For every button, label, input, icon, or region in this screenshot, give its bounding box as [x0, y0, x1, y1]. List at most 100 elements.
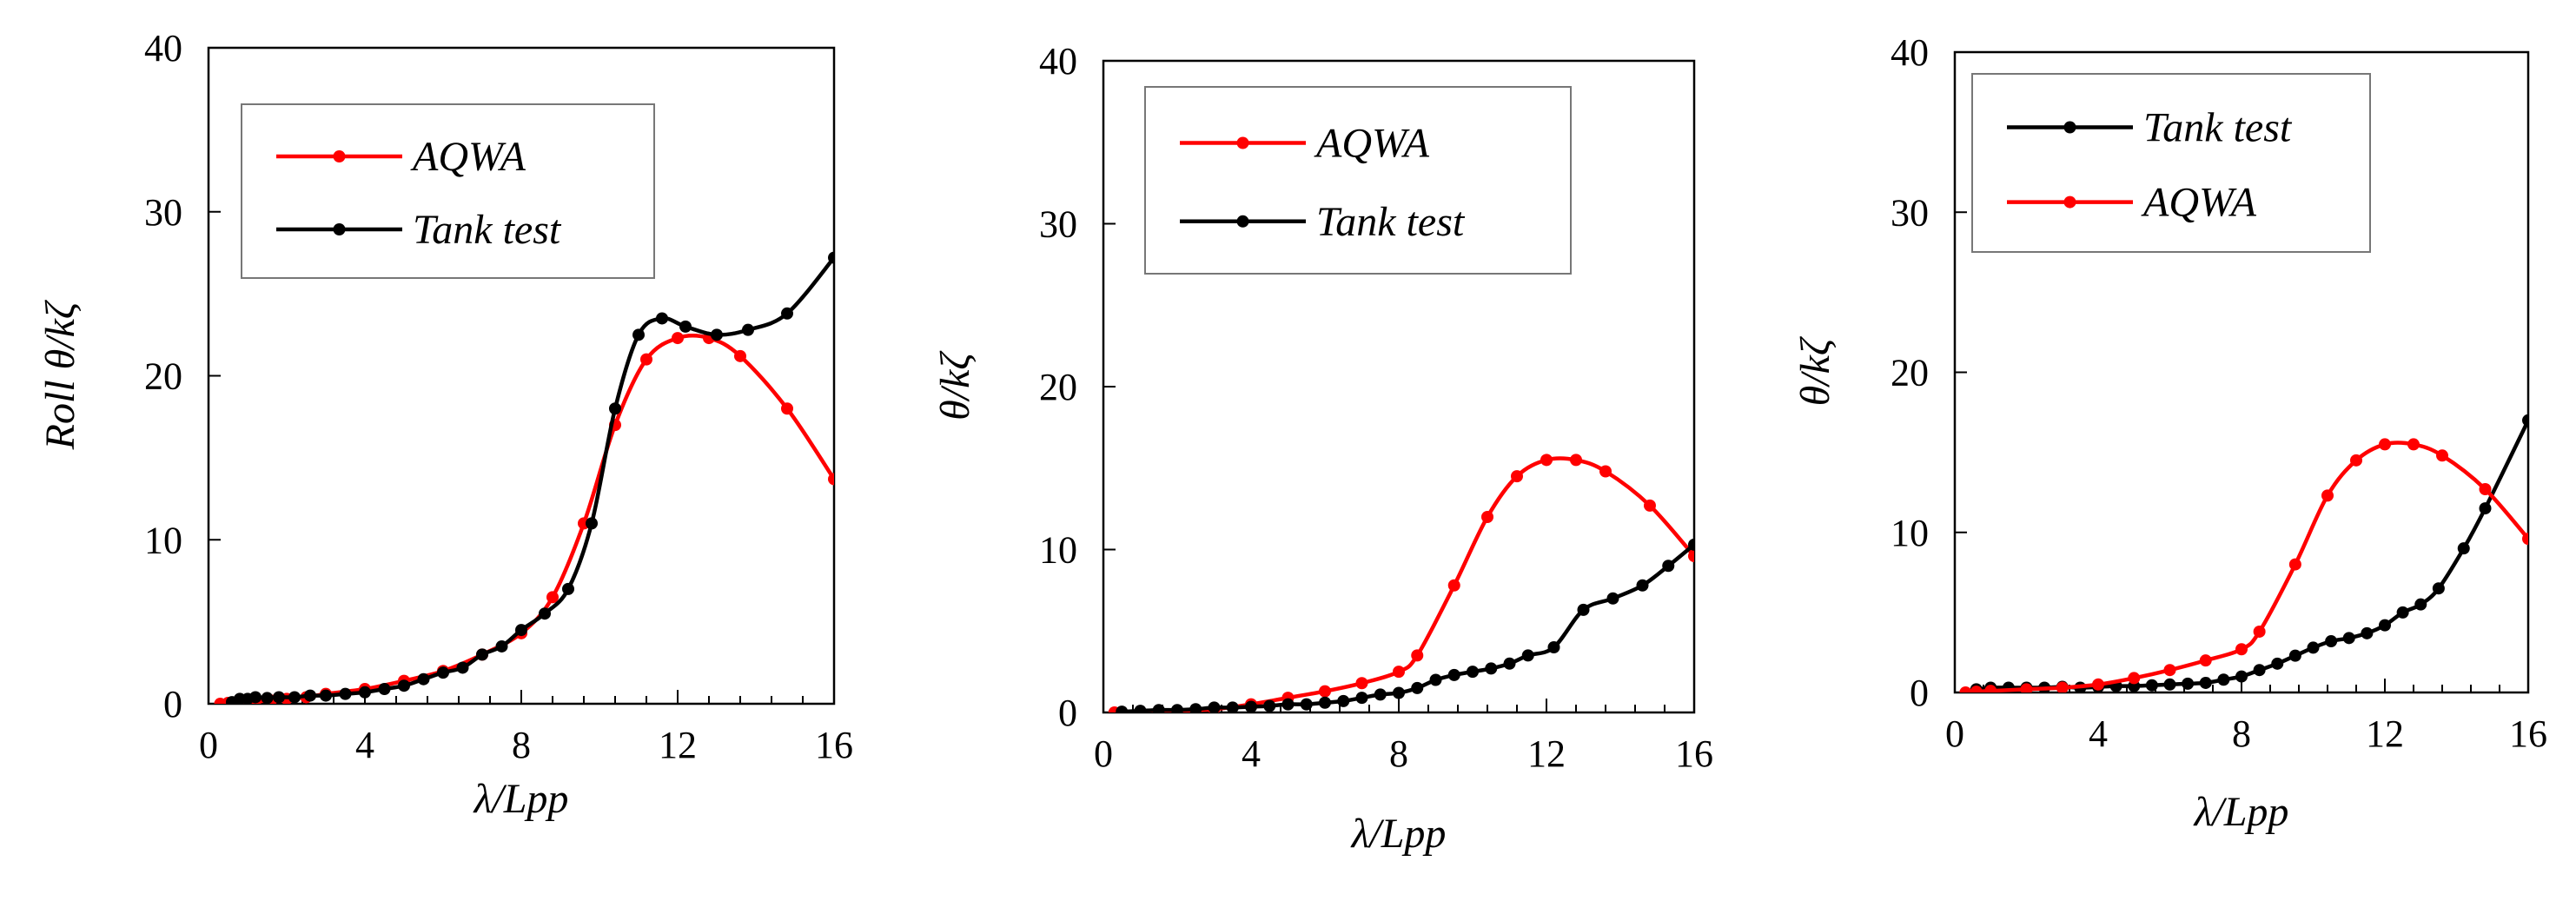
- series-line: [231, 256, 834, 704]
- y-tick-label: 30: [1891, 191, 1929, 234]
- data-point: [320, 689, 332, 702]
- data-point: [1547, 641, 1560, 653]
- data-point: [1337, 694, 1350, 707]
- data-point: [1300, 698, 1313, 711]
- data-point: [609, 402, 621, 415]
- data-point: [1281, 698, 1295, 711]
- data-point: [2436, 449, 2448, 462]
- data-point: [679, 320, 692, 333]
- data-point: [1263, 699, 1276, 712]
- y-tick-label: 10: [1039, 529, 1077, 572]
- x-tick-label: 0: [1945, 712, 1964, 755]
- data-point: [640, 353, 652, 366]
- data-point: [1355, 692, 1368, 705]
- data-point: [2342, 632, 2355, 645]
- y-tick-label: 40: [1891, 31, 1929, 74]
- data-point: [1411, 649, 1424, 662]
- data-point: [1171, 704, 1183, 712]
- x-tick-label: 8: [2232, 712, 2251, 755]
- data-point: [398, 679, 410, 692]
- legend-box: [241, 103, 655, 279]
- data-point: [586, 517, 598, 530]
- data-point: [261, 692, 274, 704]
- data-point: [2522, 414, 2528, 427]
- data-point: [2407, 438, 2420, 451]
- y-tick-label: 30: [1039, 203, 1077, 246]
- data-point: [495, 639, 508, 653]
- data-point: [304, 689, 316, 702]
- data-point: [2271, 657, 2284, 670]
- data-point: [2414, 598, 2427, 611]
- x-tick-label: 16: [2509, 712, 2547, 755]
- chart-3: 0 4 8 12 16 0 10 20 30 40 λ/Lpp θ/kζ Tank test AQWA: [1792, 31, 2547, 835]
- data-point: [2128, 672, 2141, 685]
- data-point: [1688, 550, 1694, 562]
- x-tick-label: 12: [1527, 732, 1566, 775]
- x-tick-label: 16: [815, 724, 853, 766]
- data-point: [2432, 582, 2445, 595]
- data-point: [2235, 670, 2248, 683]
- legend-entry-label: Tank test: [2143, 105, 2293, 151]
- data-point: [2217, 673, 2230, 686]
- data-point: [632, 328, 645, 341]
- data-point: [515, 624, 527, 637]
- series-line: [220, 334, 834, 704]
- data-point: [1319, 696, 1331, 709]
- data-point: [2457, 542, 2470, 555]
- data-point: [1467, 666, 1479, 679]
- legend-swatch-marker: [333, 223, 346, 235]
- x-tick-label: 0: [1094, 732, 1113, 775]
- data-point: [2325, 635, 2338, 648]
- x-tick-label: 4: [1242, 732, 1261, 775]
- data-point: [1116, 706, 1129, 712]
- data-point: [656, 312, 668, 325]
- y-tick-label: 40: [144, 27, 182, 70]
- data-point: [2199, 654, 2212, 667]
- data-point: [1599, 465, 1612, 478]
- data-point: [2479, 502, 2492, 515]
- data-point: [734, 349, 746, 362]
- y-tick-label: 0: [1058, 692, 1077, 734]
- data-point: [2163, 664, 2176, 677]
- data-point: [2092, 678, 2104, 691]
- data-point: [672, 332, 684, 345]
- data-point: [339, 687, 352, 700]
- data-point: [562, 582, 574, 595]
- y-axis-label: θ/kζ: [932, 350, 978, 421]
- x-tick-label: 8: [1389, 732, 1408, 775]
- series-line: [1965, 441, 2528, 692]
- data-point: [546, 591, 559, 604]
- series-aqwa: [214, 332, 834, 704]
- data-point: [2522, 533, 2528, 546]
- data-point: [2199, 676, 2212, 689]
- data-point: [2350, 454, 2362, 467]
- data-point: [2288, 649, 2301, 662]
- data-point: [1521, 649, 1534, 662]
- data-point: [476, 648, 488, 661]
- data-point: [1606, 592, 1619, 605]
- data-point: [1503, 657, 1516, 670]
- y-tick-label: 20: [1891, 352, 1929, 394]
- x-tick-label: 8: [512, 724, 531, 766]
- series-tank-test: [1116, 538, 1694, 712]
- data-point: [1245, 700, 1257, 712]
- data-point: [1411, 681, 1424, 694]
- data-point: [249, 691, 262, 704]
- legend-entry-label: AQWA: [2141, 180, 2257, 226]
- x-tick-label: 4: [2089, 712, 2108, 755]
- data-point: [1570, 454, 1582, 467]
- data-point: [1355, 677, 1368, 690]
- data-point: [2145, 679, 2158, 692]
- series-tank-test: [1970, 414, 2528, 692]
- y-tick-label: 0: [1910, 672, 1929, 714]
- y-axis-label: Roll θ/kζ: [37, 299, 83, 450]
- series-aqwa: [1108, 454, 1694, 712]
- data-point: [378, 683, 391, 696]
- data-point: [2361, 626, 2374, 639]
- series-line: [1114, 456, 1694, 712]
- data-point: [1540, 454, 1553, 467]
- data-point: [1688, 538, 1694, 551]
- data-point: [456, 661, 469, 674]
- data-point: [539, 607, 551, 620]
- data-point: [2288, 558, 2301, 571]
